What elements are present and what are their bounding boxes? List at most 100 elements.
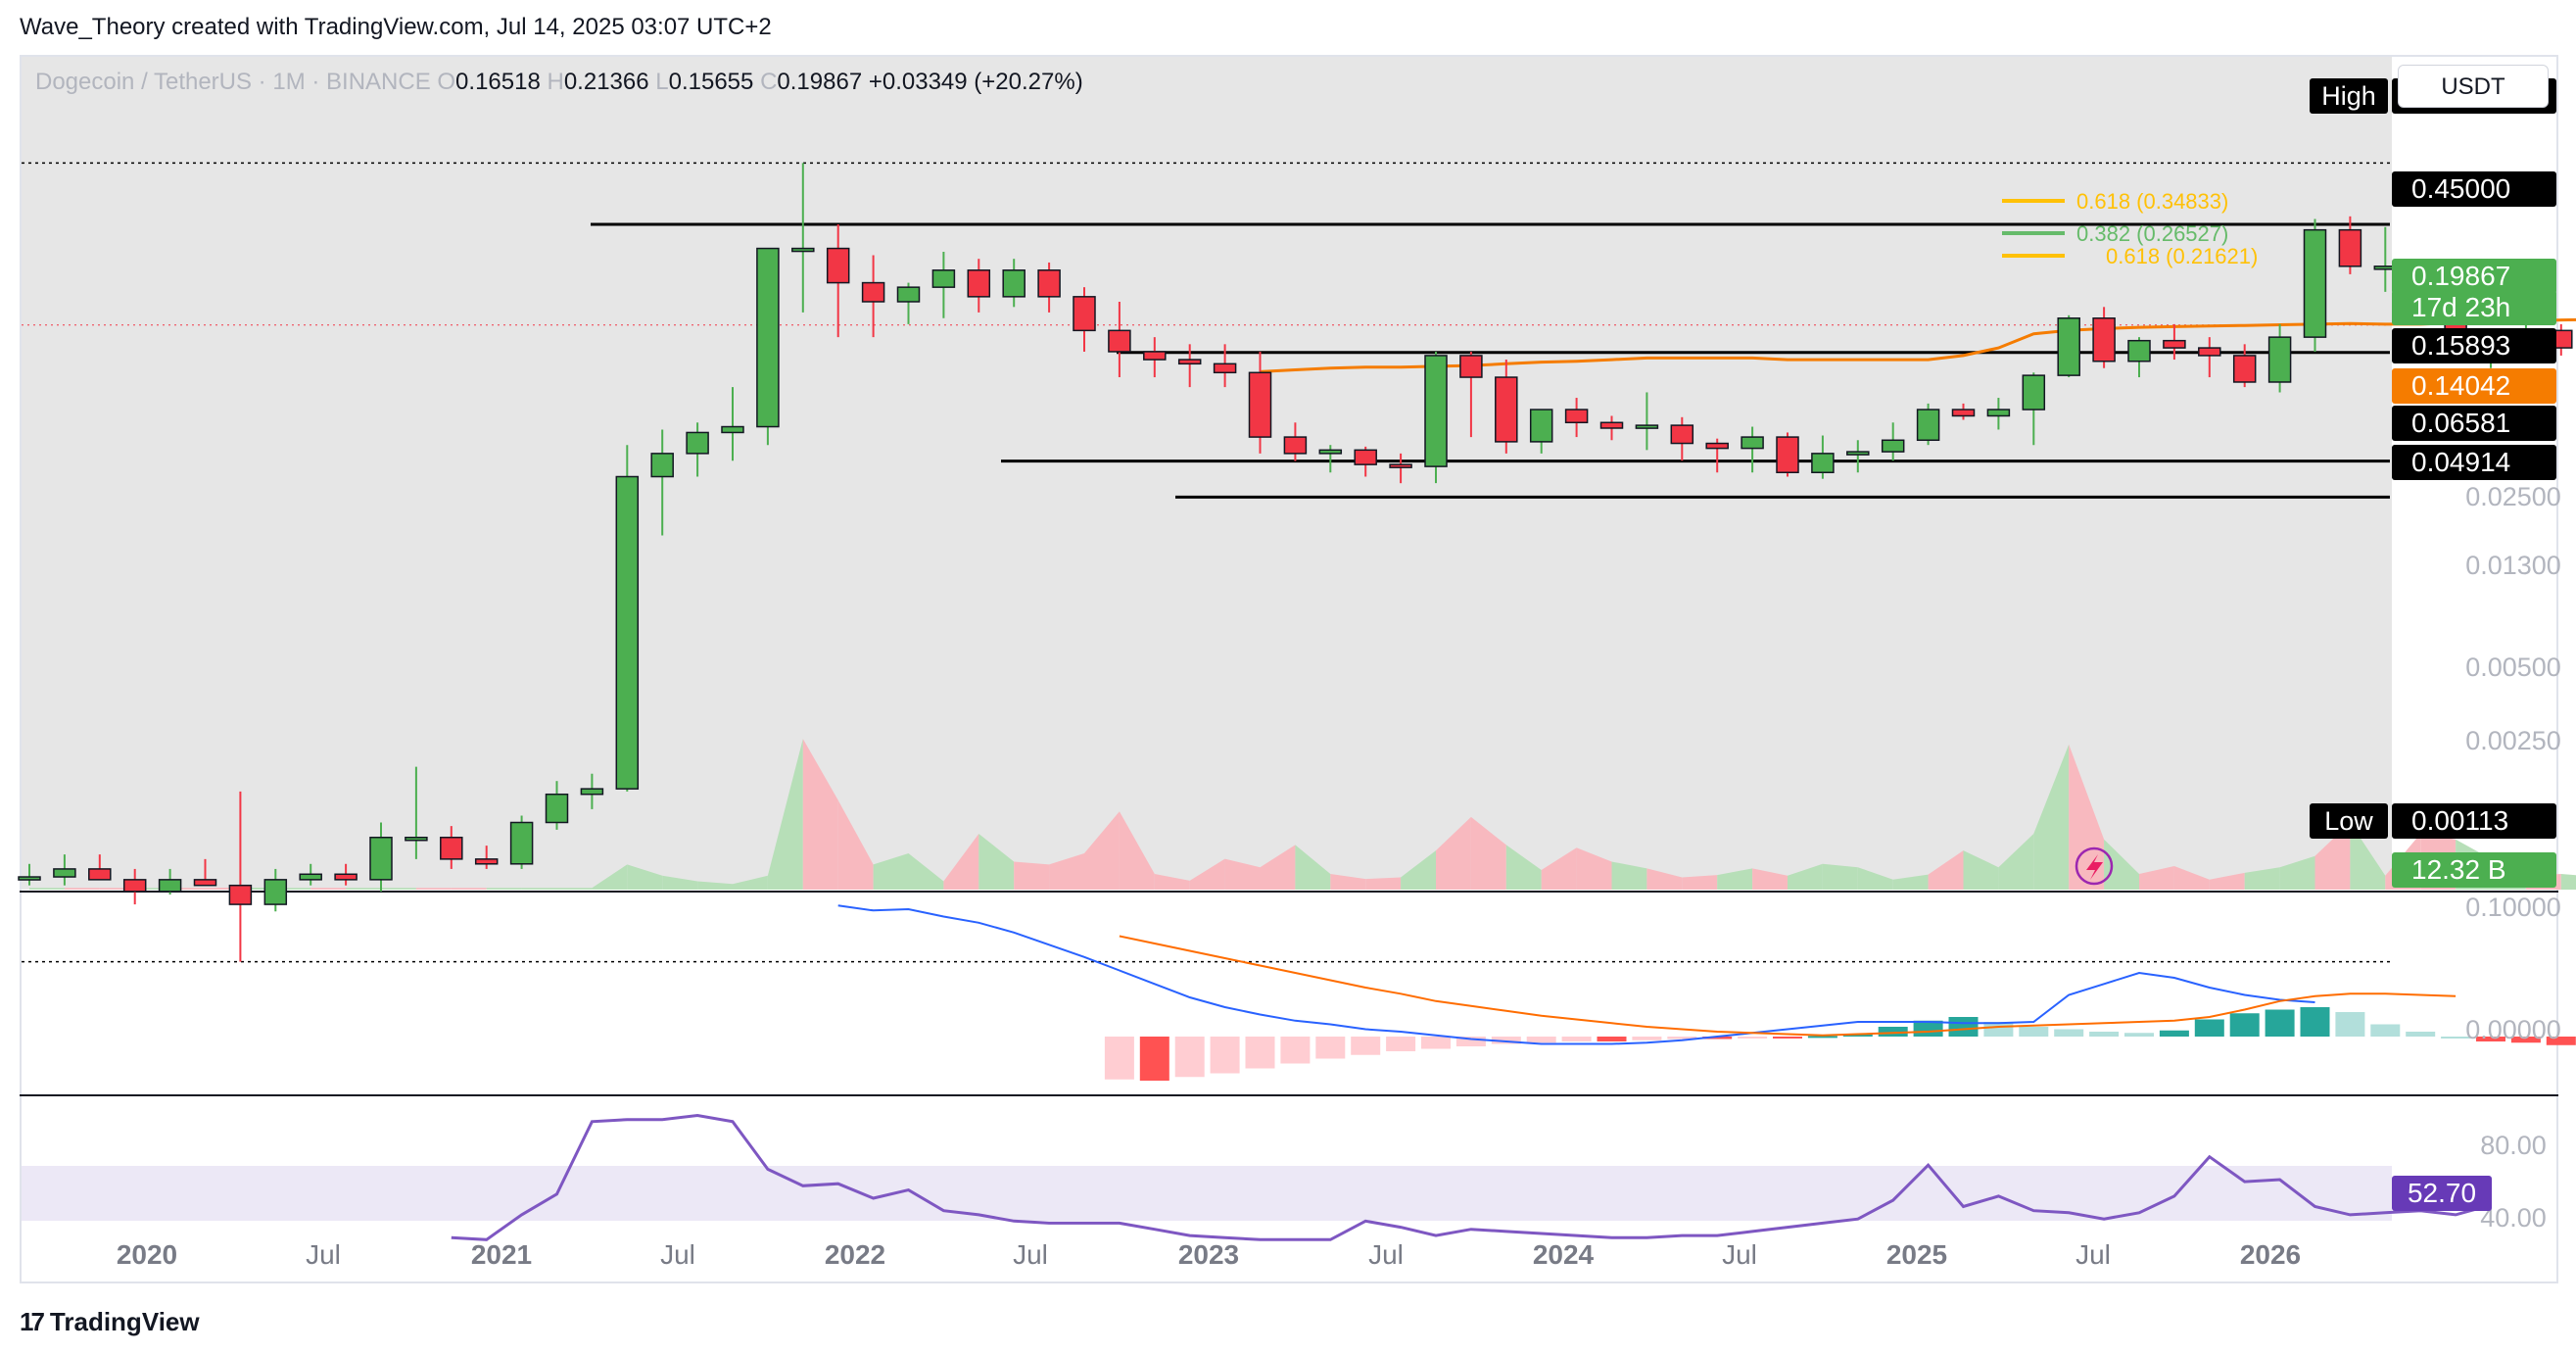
footer-brand[interactable]: 17 TradingView [20,1307,200,1337]
volume-segment [1576,847,1612,890]
candle-body [122,879,147,893]
candle [1002,259,1026,308]
volume-segment [662,875,698,890]
candle-body [88,868,112,881]
volume-segment [1365,877,1402,890]
candle-body [721,425,744,434]
candle-body [1635,424,1659,429]
macd-histogram-bar [1351,1037,1381,1055]
volume-segment [802,739,838,890]
candle-body [2338,228,2362,267]
time-tick-label: Jul [2075,1239,2111,1270]
macd-histogram-bar [2546,1037,2576,1045]
volume-segment [1788,863,1823,890]
macd-tick-label: 0.10000 [2465,893,2561,922]
volume-segment [873,852,909,890]
candle-body [1143,351,1167,361]
currency-button[interactable]: USDT [2398,65,2549,108]
candle [1846,440,1870,473]
macd-histogram-bar [1667,1037,1697,1040]
time-tick-label: Jul [306,1239,341,1270]
price-label-value: 0.04914 [2411,447,2510,477]
low-label: L [655,69,669,95]
candle-body [1529,409,1553,443]
candle-body [545,793,569,824]
candle [2127,337,2151,378]
time-tick-label: 2021 [471,1239,532,1270]
macd-histogram-bar [1455,1037,1486,1046]
price-label-value: 0.15893 [2411,330,2510,361]
price-tick-label: 0.00250 [2465,726,2561,755]
close-value: 0.19867 [777,69,863,95]
change-value: +0.03349 (+20.27%) [868,69,1083,95]
candle-body [334,873,358,881]
volume-segment [1611,861,1647,890]
candle-body [509,821,534,865]
volume-segment [1084,811,1120,890]
rsi-pane [451,1113,2492,1241]
time-tick-label: Jul [1013,1239,1048,1270]
volume-segment [1998,834,2034,890]
price-label-value: 0.06581 [2411,408,2510,438]
macd-histogram-bar [1632,1037,1662,1040]
price-label: 0.04914 [2392,445,2556,480]
macd-line [837,904,2315,1045]
volume-segment [451,888,487,890]
volume-segment [1401,850,1436,890]
volume-segment [64,888,100,890]
candle [2022,372,2046,446]
close-label: C [760,69,778,95]
lightning-icon [2075,846,2114,886]
macd-histogram-bar [2300,1007,2330,1037]
candle [2303,218,2327,352]
volume-segment [1682,875,1718,890]
symbol-legend: Dogecoin / TetherUS · 1M · BINANCE O0.16… [35,69,1083,96]
price-label-value: 0.00113 [2411,805,2508,836]
candle [545,781,569,830]
volume-segment [1436,816,1471,890]
volume-segment [627,864,663,890]
fib-label: 0.618 (0.21621) [2106,244,2258,268]
macd-signal-line [1119,935,2457,1037]
candle [1177,344,1202,388]
candle [1389,453,1412,484]
price-tick-label: 0.02500 [2465,482,2561,511]
lightning-icon-ring [2075,846,2114,886]
candle [791,163,815,313]
volume-segment [1049,852,1084,890]
candle [1318,445,1343,473]
price-label-box [2392,290,2556,325]
high-value: 0.21366 [563,69,649,95]
macd-histogram-bar [2194,1019,2224,1037]
chart-frame [20,55,2558,1283]
candle [1986,398,2011,430]
macd-pane [837,904,2576,1081]
macd-histogram-bar [2229,1013,2260,1037]
macd-histogram-bar [2019,1027,2049,1037]
candle-body [18,876,41,881]
time-tick-label: 2026 [2240,1239,2301,1270]
candle [474,846,499,869]
candle-body [861,281,885,303]
candle [1495,360,1518,454]
volume-segment [1857,867,1893,890]
macd-histogram-bar [2265,1009,2295,1037]
candle-body [931,269,956,288]
time-tick-label: 2025 [1886,1239,1947,1270]
fib-levels: 0.618 (0.34833) 0.382 (0.26527)0.618 (0.2… [2002,189,2258,268]
candle [650,429,674,536]
price-label-value: 0.45000 [2411,173,2510,204]
volume-segment [381,888,416,890]
rsi-band [22,1166,2392,1221]
candle [931,251,956,318]
volume-segment [556,888,593,890]
candle-body [1424,355,1448,467]
volume-segment [1330,874,1366,890]
macd-histogram-bar [2089,1032,2120,1037]
candle-body [826,247,850,284]
candle [2198,337,2221,378]
candle-body [1037,269,1061,298]
candle-body [2303,228,2327,338]
volume-segment [2314,822,2351,890]
